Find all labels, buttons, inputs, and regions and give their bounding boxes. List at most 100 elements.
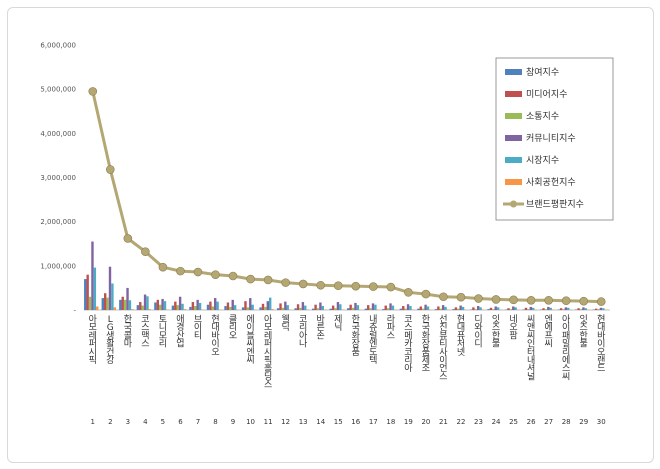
x-rank-label: 25 (509, 418, 518, 426)
x-rank-label: 4 (143, 418, 148, 426)
line-point (123, 234, 133, 243)
line-point (386, 282, 396, 292)
x-rank-label: 29 (579, 418, 588, 426)
bar (304, 305, 307, 310)
bar (244, 301, 247, 310)
bar (88, 296, 92, 310)
bar (86, 274, 89, 310)
line-point (246, 274, 255, 284)
bar (369, 308, 372, 310)
bar (269, 297, 272, 310)
bar (426, 306, 430, 310)
bar (264, 306, 267, 310)
x-rank-label: 12 (281, 418, 290, 426)
bar (211, 306, 214, 310)
y-tick-label: - (73, 307, 76, 315)
bar (532, 307, 535, 310)
x-rank-label: 2 (108, 418, 112, 426)
bar (544, 309, 548, 310)
bar (284, 301, 287, 310)
x-rank-label: 14 (316, 418, 325, 426)
bar (226, 302, 230, 310)
bar (159, 304, 162, 310)
bar (356, 305, 360, 310)
bar (206, 304, 210, 310)
bar (183, 309, 187, 310)
bar (492, 309, 495, 310)
bar (567, 307, 570, 310)
bar (198, 302, 202, 310)
bar-series (84, 241, 607, 310)
bar (176, 305, 179, 310)
x-rank-label: 7 (196, 418, 200, 426)
bar (406, 304, 410, 310)
bar (339, 304, 342, 310)
bar (582, 307, 585, 310)
bar (321, 306, 324, 310)
x-rank-label: 3 (126, 418, 130, 426)
bar (156, 299, 159, 310)
bar (404, 308, 407, 310)
y-axis: - 1,000,000 2,000,000 3,000,000 4,000,000 5,0… (40, 42, 610, 315)
bar (241, 307, 245, 310)
bar (441, 305, 445, 310)
line-point (368, 282, 378, 291)
bar (509, 309, 513, 310)
bar (113, 307, 116, 310)
x-rank-label: 26 (527, 418, 536, 426)
legend-swatch (505, 69, 522, 75)
bar (141, 305, 144, 310)
bar (477, 306, 480, 310)
x-rank-label: 21 (439, 418, 448, 426)
x-rank-label: 23 (474, 418, 483, 426)
bar (386, 308, 390, 310)
x-rank-label: 27 (544, 418, 553, 426)
bar (564, 307, 568, 310)
x-rank-label: 13 (299, 418, 308, 426)
y-tick-label: 1,000,000 (40, 262, 76, 270)
bar (496, 307, 500, 310)
line-point (491, 295, 501, 304)
bar (96, 306, 99, 310)
bar (459, 305, 462, 310)
line-point (544, 295, 553, 305)
bar (136, 305, 140, 310)
bar (472, 307, 475, 310)
bar (599, 307, 603, 310)
x-rank-label: 9 (231, 418, 235, 426)
bar (512, 306, 515, 310)
bar (189, 306, 192, 310)
line-point (316, 280, 326, 290)
bar (139, 302, 142, 310)
bar (329, 308, 332, 310)
legend-marker (510, 200, 517, 208)
bar (371, 303, 375, 310)
bar (354, 302, 357, 310)
bar (101, 298, 104, 310)
bar (547, 306, 550, 310)
bar (316, 308, 320, 310)
bar (214, 298, 217, 310)
bar (349, 304, 352, 310)
bar (419, 306, 422, 310)
bar (389, 303, 392, 310)
bar (123, 299, 127, 310)
bar (301, 302, 305, 310)
bar (231, 299, 234, 310)
line-point (298, 279, 308, 289)
bar (434, 309, 438, 310)
bar (454, 307, 458, 310)
x-rank-label: 24 (492, 418, 501, 426)
x-rank-label: 17 (369, 418, 378, 426)
bar (119, 299, 122, 310)
bar (163, 301, 167, 310)
bar (148, 309, 152, 310)
bar (261, 303, 265, 310)
